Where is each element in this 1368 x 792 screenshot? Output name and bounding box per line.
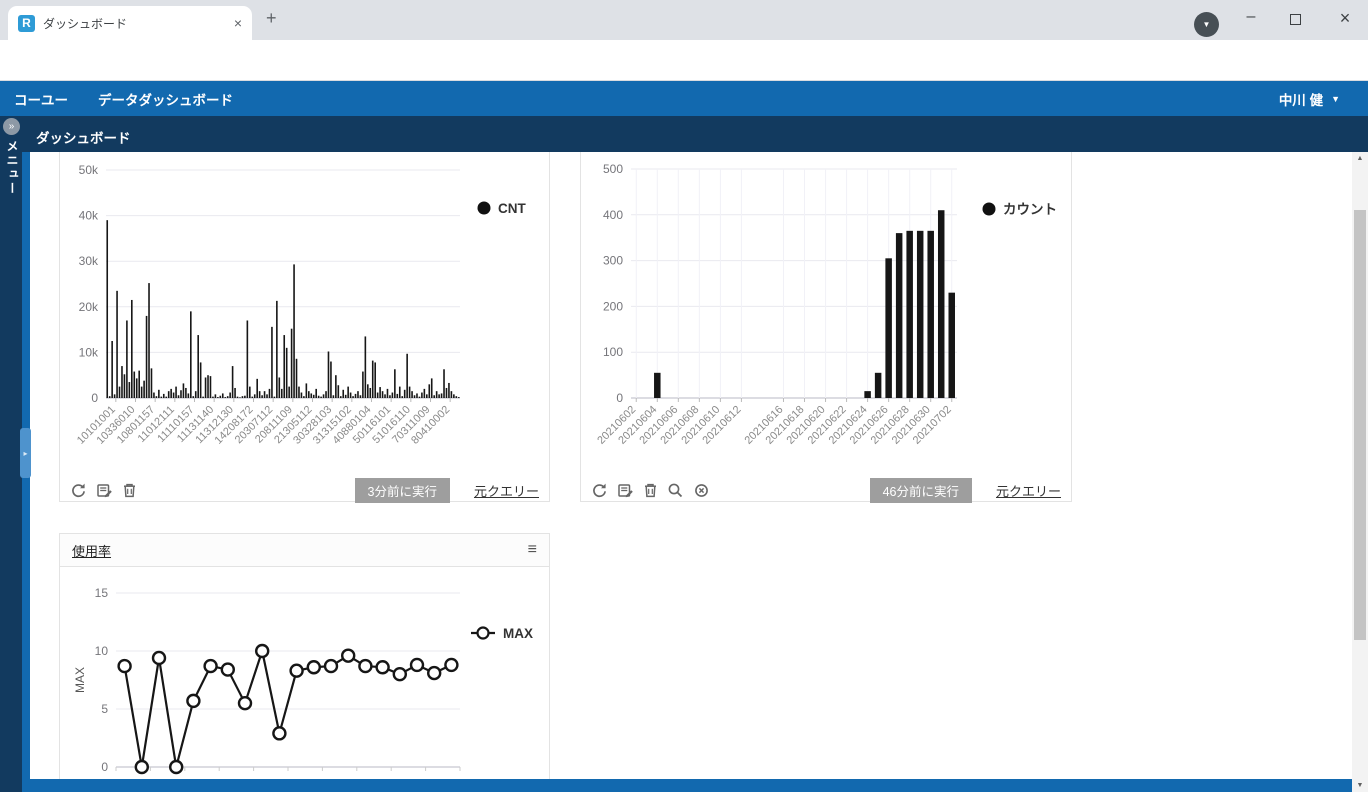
svg-text:400: 400	[603, 208, 623, 222]
nav-dashboard-link[interactable]: データダッシュボード	[98, 92, 233, 108]
svg-text:50k: 50k	[79, 163, 99, 177]
sidebar-drag-handle[interactable]: ▸	[20, 428, 31, 478]
brand-link[interactable]: コーユー	[14, 92, 68, 108]
svg-text:200: 200	[603, 299, 623, 313]
window-maximize-button[interactable]	[1290, 14, 1301, 25]
widget-cnt-chart: 0 10k 20k 30k 40k 50k 10101001 10336010 10801157…	[59, 152, 550, 505]
chevron-down-icon: ▼	[1331, 93, 1340, 104]
site-favicon-icon: R	[18, 14, 35, 32]
browser-update-icon[interactable]: ▼	[1194, 12, 1219, 37]
page-title-band	[22, 116, 1368, 152]
delete-icon[interactable]	[643, 482, 658, 499]
svg-text:500: 500	[603, 162, 623, 176]
widget-header: 使用率 ≡	[60, 534, 549, 567]
zoom-in-icon[interactable]	[667, 482, 684, 499]
user-name: 中川 健	[1278, 92, 1324, 108]
svg-text:30k: 30k	[79, 254, 99, 268]
widget-count-chart: 0 100 200 300 400 500 20210602 20210604 20210606…	[580, 152, 1072, 505]
tab-strip: R ダッシュボード × + ▼ – ×	[0, 0, 1368, 40]
scroll-down-icon[interactable]: ▼	[1356, 782, 1364, 789]
widget-usage-chart: 使用率 ≡ 0 5 10 15 MAX MAX	[59, 533, 550, 792]
widget-title-link[interactable]: 使用率	[72, 543, 112, 559]
browser-tab[interactable]: R ダッシュボード ×	[8, 6, 252, 40]
max-line-chart: 0 5 10 15 MAX MAX	[60, 567, 549, 785]
app-header: コーユー データダッシュボード 中川 健 ▼	[0, 81, 1368, 116]
tab-close-icon[interactable]: ×	[233, 15, 242, 31]
refresh-icon[interactable]	[70, 482, 87, 499]
scrollbar-thumb[interactable]	[1354, 210, 1366, 640]
widget-toolbar: 3分前に実行 元クエリー	[60, 475, 549, 505]
edit-query-icon[interactable]	[96, 482, 113, 499]
scroll-up-icon[interactable]: ▲	[1356, 155, 1364, 162]
hamburger-menu-icon[interactable]: ≡	[527, 541, 537, 558]
svg-text:20k: 20k	[79, 300, 99, 314]
cnt-bar-chart: 0 10k 20k 30k 40k 50k 10101001 10336010 10801157…	[60, 152, 549, 475]
svg-text:100: 100	[603, 345, 623, 359]
svg-text:40k: 40k	[79, 209, 99, 223]
executed-time-badge: 46分前に実行	[869, 477, 972, 503]
new-tab-button[interactable]: +	[266, 8, 277, 28]
svg-text:MAX: MAX	[503, 626, 533, 641]
refresh-icon[interactable]	[591, 482, 608, 499]
window-close-button[interactable]: ×	[1339, 8, 1351, 28]
svg-text:5: 5	[101, 702, 108, 716]
svg-text:0: 0	[91, 391, 98, 405]
svg-text:0: 0	[616, 391, 623, 405]
svg-text:10: 10	[95, 644, 109, 658]
window-minimize-button[interactable]: –	[1246, 8, 1256, 25]
svg-text:MAX: MAX	[73, 667, 87, 693]
executed-time-badge: 3分前に実行	[354, 477, 450, 503]
page-title: ダッシュボード	[36, 131, 131, 146]
user-menu[interactable]: 中川 健 ▼	[1279, 89, 1340, 109]
zoom-reset-icon[interactable]	[693, 482, 710, 499]
svg-text:CNT: CNT	[498, 201, 526, 216]
widget-toolbar: 46分前に実行 元クエリー	[581, 475, 1071, 505]
count-bar-chart: 0 100 200 300 400 500 20210602 20210604 20210606…	[581, 152, 1071, 475]
sidebar-menu-label[interactable]: メニュー	[5, 140, 19, 196]
svg-text:カウント: カウント	[1003, 202, 1057, 217]
page-scrollbar[interactable]: ▲ ▼	[1352, 152, 1368, 792]
svg-text:10k: 10k	[79, 345, 99, 359]
browser-toolbar: ← → ⚠ 保護されていない通信 | 10.201.1.11:10085/php…	[0, 40, 1368, 114]
svg-text:15: 15	[95, 586, 109, 600]
source-query-link[interactable]: 元クエリー	[473, 483, 539, 499]
bottom-strip	[22, 779, 1352, 792]
svg-text:0: 0	[101, 760, 108, 774]
tab-title: ダッシュボード	[43, 16, 128, 31]
svg-text:300: 300	[603, 254, 623, 268]
triangle-right-icon: ▸	[23, 448, 28, 458]
source-query-link[interactable]: 元クエリー	[995, 483, 1061, 499]
collapsed-sidebar	[0, 116, 22, 792]
delete-icon[interactable]	[122, 482, 137, 499]
sidebar-expand-icon[interactable]: »	[3, 118, 20, 135]
edit-query-icon[interactable]	[617, 482, 634, 499]
